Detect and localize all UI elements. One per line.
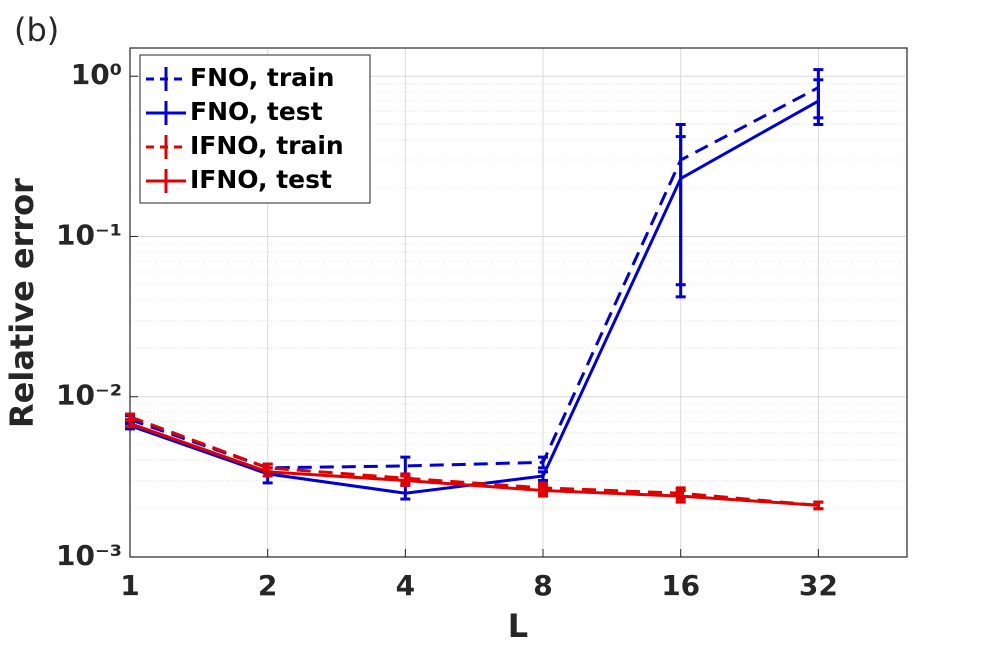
y-tick-label: 10⁻³ [56,539,122,572]
x-axis-label: L [508,607,528,645]
panel-label: (b) [14,11,59,49]
y-tick-label: 10⁻² [56,379,122,412]
x-tick-label: 8 [533,569,552,602]
series-line [129,422,819,507]
axes-frame [129,47,908,558]
legend-label: IFNO, test [190,165,332,194]
series-line [129,415,819,507]
y-tick-label: 10⁻¹ [56,218,122,251]
legend-label: FNO, test [190,97,323,126]
legend-label: FNO, train [190,63,334,92]
x-tick-label: 16 [661,569,700,602]
x-tick-label: 2 [258,569,277,602]
x-tick-label: 32 [799,569,838,602]
x-tick-label: 4 [396,569,415,602]
legend-label: IFNO, train [190,131,344,160]
y-tick-label: 10⁰ [71,58,122,91]
x-tick-label: 1 [120,569,139,602]
y-axis-label: Relative error [3,178,41,428]
